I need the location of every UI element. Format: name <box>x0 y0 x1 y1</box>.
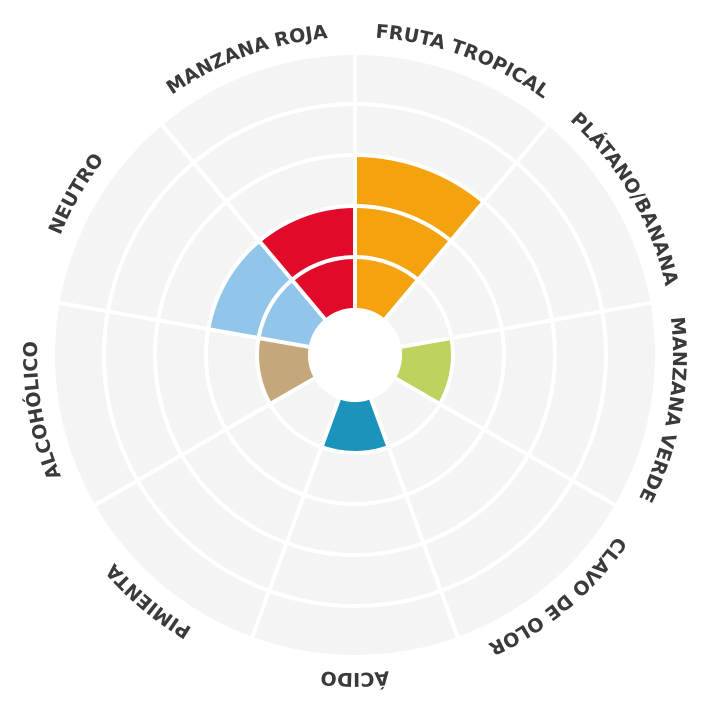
wedge <box>395 337 454 404</box>
wedge <box>208 240 325 347</box>
wedge <box>259 206 355 319</box>
category-label: ÁCIDO <box>320 666 390 690</box>
category-label-text: ÁCIDO <box>320 666 390 690</box>
spoke <box>369 398 461 642</box>
spoke <box>394 376 620 509</box>
wedge <box>355 155 484 319</box>
center-hole <box>308 308 402 402</box>
spoke <box>90 376 316 509</box>
spoke <box>55 300 310 349</box>
wedge <box>321 399 389 453</box>
spoke <box>158 120 327 321</box>
spoke <box>383 120 552 321</box>
spoke <box>400 300 655 349</box>
wedge <box>257 337 315 404</box>
spoke <box>249 398 341 642</box>
